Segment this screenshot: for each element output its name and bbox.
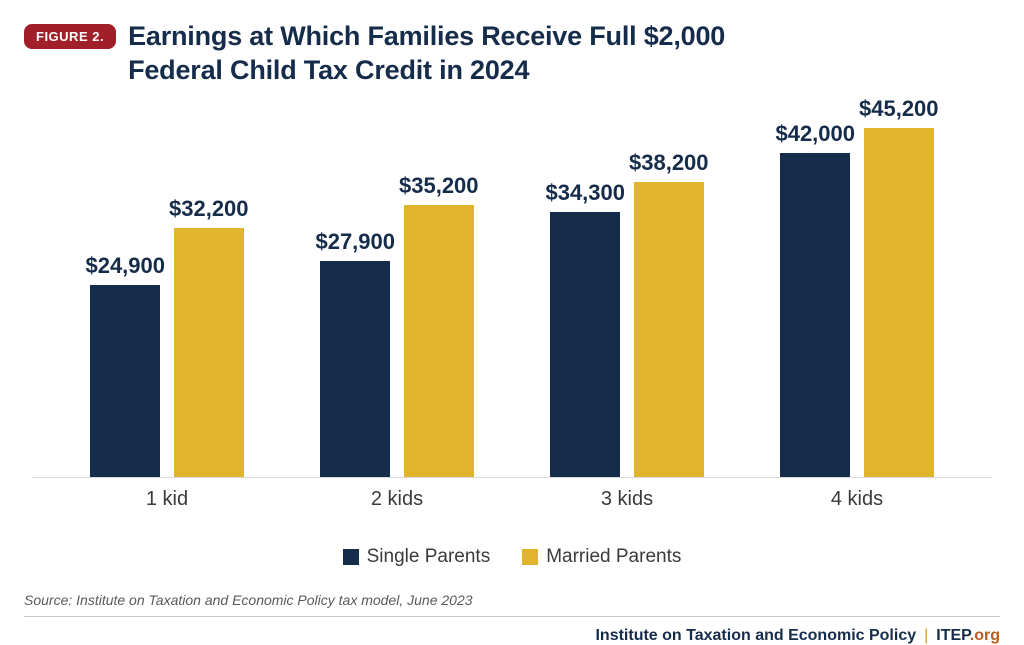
bar [90,285,160,477]
bar-group: $42,000$45,200 [775,96,938,476]
source-note: Source: Institute on Taxation and Econom… [24,592,1000,608]
footer: Institute on Taxation and Economic Polic… [24,627,1000,645]
bar [320,261,390,476]
legend-label: Married Parents [546,546,681,568]
footer-site: ITEP.org [936,627,1000,645]
footer-org-name: Institute on Taxation and Economic Polic… [595,627,916,645]
bar-value-label: $27,900 [315,229,395,255]
bar-value-label: $42,000 [775,121,855,147]
x-axis-label: 2 kids [317,488,477,511]
bar [174,228,244,476]
legend-swatch [522,549,538,565]
bar-wrap: $42,000 [775,121,855,477]
bar-wrap: $24,900 [85,253,165,477]
bar-value-label: $45,200 [859,96,939,122]
chart-title: Earnings at Which Families Receive Full … [128,20,725,88]
legend-swatch [343,549,359,565]
bar [780,153,850,477]
title-line-1: Earnings at Which Families Receive Full … [128,21,725,51]
footer-site-suffix: .org [970,627,1000,644]
bar-group: $24,900 $32,200 [85,196,248,476]
figure-badge: FIGURE 2. [24,24,116,49]
title-line-2: Federal Child Tax Credit in 2024 [128,55,529,85]
bar-group: $27,900 $35,200 [315,173,478,476]
bar-value-label: $38,200 [629,150,709,176]
header: FIGURE 2. Earnings at Which Families Rec… [24,20,1000,88]
bar-value-label: $24,900 [85,253,165,279]
bar [550,212,620,476]
chart-area: $24,900 $32,200 $27,900 $35,200 $34,300$38,2… [24,108,1000,528]
footer-rule [24,616,1000,617]
x-axis-label: 4 kids [777,488,937,511]
x-axis: 1 kid 2 kids 3 kids 4 kids [32,478,992,511]
bar-value-label: $35,200 [399,173,479,199]
bars-row: $24,900 $32,200 $27,900 $35,200 $34,300$38,2… [32,108,992,478]
x-axis-label: 1 kid [87,488,247,511]
bar-wrap: $34,300 [545,180,625,476]
bar-wrap: $35,200 [399,173,479,476]
legend: Single Parents Married Parents [24,546,1000,568]
bar-wrap: $38,200 [629,150,709,476]
bar [404,205,474,476]
bar [634,182,704,476]
bar-value-label: $34,300 [545,180,625,206]
bar-wrap: $32,200 [169,196,249,476]
legend-item: Single Parents [343,546,491,568]
legend-label: Single Parents [367,546,491,568]
bar-group: $34,300$38,200 [545,150,708,476]
footer-separator: | [924,627,928,645]
legend-item: Married Parents [522,546,681,568]
bar [864,128,934,476]
bar-value-label: $32,200 [169,196,249,222]
bar-wrap: $27,900 [315,229,395,476]
x-axis-label: 3 kids [547,488,707,511]
bar-wrap: $45,200 [859,96,939,476]
footer-site-prefix: ITEP [936,627,970,644]
